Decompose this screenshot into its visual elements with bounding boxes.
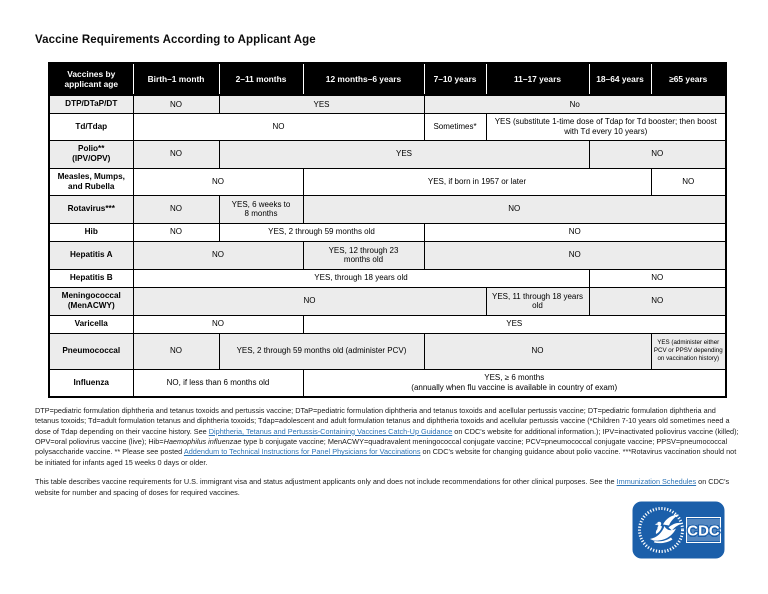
table-row: Varicella NO YES xyxy=(48,314,727,334)
addendum-technical-instructions-link[interactable]: Addendum to Technical Instructions for P… xyxy=(183,447,421,457)
requirement-cell: Sometimes* xyxy=(423,112,487,141)
requirement-cell: YES, 2 through 59 months old xyxy=(218,222,425,242)
footnote-text: type b conjugate vaccine; MenACWY=quadra… xyxy=(35,437,728,457)
requirement-cell: NO xyxy=(132,194,220,224)
table-row: Hepatitis A NO YES, 12 through 23 months o… xyxy=(48,240,727,270)
cdc-hhs-logo: CDC xyxy=(632,501,725,559)
column-header-18-64-years: 18–64 years xyxy=(588,63,651,96)
footnote-text: on CDC's website for number and spacing … xyxy=(35,477,730,497)
requirement-cell: NO xyxy=(132,94,220,114)
vaccine-row-label: DTP/DTaP/DT xyxy=(48,94,134,114)
footnote-text: This table describes vaccine requirement… xyxy=(35,477,617,487)
column-header-65-plus-years: ≥65 years xyxy=(650,63,726,96)
vaccine-requirements-table: Vaccines by applicant age Birth–1 month … xyxy=(48,62,727,398)
vaccine-row-label: Polio** (IPV/OPV) xyxy=(48,139,134,169)
immunization-schedules-link[interactable]: Immunization Schedules xyxy=(616,477,697,487)
footnote-scope: This table describes vaccine requirement… xyxy=(35,477,739,498)
requirement-cell: YES xyxy=(302,314,727,334)
requirement-cell: NO xyxy=(588,286,727,316)
table-row: Polio** (IPV/OPV) NO YES NO xyxy=(48,139,727,169)
requirement-cell: YES, 12 through 23 months old xyxy=(302,240,425,270)
requirement-cell: NO xyxy=(132,112,425,141)
table-row: Hib NO YES, 2 through 59 months old NO xyxy=(48,222,727,242)
cdc-logo-graphic: CDC xyxy=(632,501,725,559)
hhs-eagle-seal-icon xyxy=(638,507,684,553)
requirement-cell: NO xyxy=(423,332,652,370)
vaccine-row-label: Varicella xyxy=(48,314,134,334)
table-row: Hepatitis B YES, through 18 years old NO xyxy=(48,268,727,288)
requirement-cell: NO xyxy=(132,167,304,196)
table-row: Measles, Mumps, and Rubella NO YES, if bor… xyxy=(48,167,727,196)
column-header-7-10-years: 7–10 years xyxy=(423,63,486,96)
footnotes: DTP=pediatric formulation diphtheria and… xyxy=(35,406,739,507)
requirement-cell: YES, ≥ 6 months (annually when flu vacci… xyxy=(302,368,727,398)
vaccine-row-label: Pneumococcal xyxy=(48,332,134,370)
requirement-cell: NO xyxy=(132,286,487,316)
vaccine-row-label: Measles, Mumps, and Rubella xyxy=(48,167,134,196)
catch-up-guidance-link[interactable]: Diphtheria, Tetanus and Pertussis-Contai… xyxy=(208,426,453,436)
table-row: Rotavirus*** NO YES, 6 weeks to 8 months NO xyxy=(48,194,727,224)
requirement-cell: NO xyxy=(423,222,727,242)
requirement-cell: NO, if less than 6 months old xyxy=(132,368,304,398)
vaccine-row-label: Hepatitis A xyxy=(48,240,134,270)
table-row: Influenza NO, if less than 6 months old YE… xyxy=(48,368,727,398)
requirement-cell: YES, 6 weeks to 8 months xyxy=(218,194,304,224)
table-row: Td/Tdap NO Sometimes* YES (substitute 1-tim… xyxy=(48,112,727,141)
table-row: DTP/DTaP/DT NO YES No xyxy=(48,94,727,114)
vaccine-row-label: Hepatitis B xyxy=(48,268,134,288)
footnote-abbreviations: DTP=pediatric formulation diphtheria and… xyxy=(35,406,739,468)
requirement-cell: NO xyxy=(132,332,220,370)
requirement-cell: NO xyxy=(302,194,727,224)
footnote-text: DTP=pediatric formulation diphtheria and… xyxy=(35,406,730,436)
requirement-cell: NO xyxy=(588,268,727,288)
footnote-text: on CDC's website for additional informat… xyxy=(35,426,739,447)
requirement-cell: YES, if born in 1957 or later xyxy=(302,167,652,196)
requirement-cell: NO xyxy=(132,222,220,242)
requirement-cell: No xyxy=(423,94,727,114)
requirement-cell: YES xyxy=(218,139,590,169)
requirement-cell: YES (substitute 1-time dose of Tdap for … xyxy=(485,112,727,141)
footnote-text: on CDC's website for changing guidance a… xyxy=(35,447,737,467)
cdc-letters-box: CDC xyxy=(686,517,721,543)
vaccine-row-label: Meningococcal (MenACWY) xyxy=(48,286,134,316)
logo-background xyxy=(632,501,725,559)
header-row: Vaccines by applicant age Birth–1 month … xyxy=(49,63,726,96)
table-row: Pneumococcal NO YES, 2 through 59 months o… xyxy=(48,332,727,370)
requirement-cell: YES xyxy=(218,94,425,114)
requirement-cell: YES, 11 through 18 years old xyxy=(485,286,590,316)
requirement-cell: NO xyxy=(132,314,304,334)
cdc-label: CDC xyxy=(687,523,720,540)
requirement-cell: NO xyxy=(132,139,220,169)
haemophilus-influenzae-italic: Haemophilus influenzae xyxy=(163,437,242,447)
vaccine-row-label: Td/Tdap xyxy=(48,112,134,141)
requirement-cell: NO xyxy=(650,167,727,196)
column-header-12-months-6-years: 12 months–6 years xyxy=(302,63,424,96)
vaccine-row-label: Rotavirus*** xyxy=(48,194,134,224)
page-title: Vaccine Requirements According to Applic… xyxy=(35,34,316,46)
requirement-cell: NO xyxy=(588,139,727,169)
vaccine-table-body: DTP/DTaP/DT NO YES No Td/Tdap NO Sometimes* YES… xyxy=(48,94,727,398)
requirement-cell: YES, through 18 years old xyxy=(132,268,590,288)
vaccine-row-label: Hib xyxy=(48,222,134,242)
requirement-cell: YES (administer either PCV or PPSV depen… xyxy=(650,332,727,370)
requirement-cell: NO xyxy=(132,240,304,270)
column-header-vaccines: Vaccines by applicant age xyxy=(49,63,133,96)
column-header-11-17-years: 11–17 years xyxy=(485,63,589,96)
vaccine-row-label: Influenza xyxy=(48,368,134,398)
requirement-cell: NO xyxy=(423,240,727,270)
requirement-cell: YES, 2 through 59 months old (administer… xyxy=(218,332,425,370)
table-row: Meningococcal (MenACWY) NO YES, 11 through… xyxy=(48,286,727,316)
table-header: Vaccines by applicant age Birth–1 month … xyxy=(49,63,726,96)
column-header-birth-1-month: Birth–1 month xyxy=(132,63,219,96)
column-header-2-11-months: 2–11 months xyxy=(218,63,303,96)
